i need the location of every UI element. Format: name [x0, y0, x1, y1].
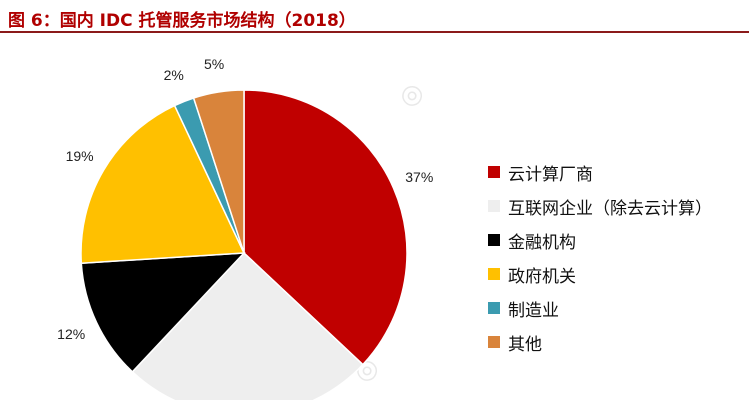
- legend-label: 云计算厂商: [508, 164, 593, 185]
- legend-item: 互联网企业（除去云计算）: [488, 189, 712, 223]
- legend-item: 金融机构: [488, 223, 712, 257]
- pie-data-label: 5%: [203, 56, 225, 73]
- legend-label: 政府机关: [508, 266, 576, 287]
- pie-data-label: 19%: [65, 147, 94, 164]
- pie-data-label: 37%: [405, 169, 434, 186]
- legend-swatch: [488, 166, 500, 178]
- pie-slice: [131, 251, 364, 400]
- legend-swatch: [488, 268, 500, 280]
- pie-data-label: 2%: [163, 67, 184, 84]
- legend-item: 云计算厂商: [488, 155, 712, 189]
- pie-slice: [80, 252, 246, 373]
- legend-item: 制造业: [488, 291, 712, 325]
- legend-label: 金融机构: [508, 232, 576, 253]
- legend-swatch: [488, 200, 500, 212]
- legend-label: 制造业: [508, 300, 559, 321]
- pie-slice: [192, 89, 245, 254]
- pie-slice: [243, 89, 408, 366]
- legend-item: 政府机关: [488, 257, 712, 291]
- chart-legend: 云计算厂商互联网企业（除去云计算） 金融机构政府机关制造业其他: [488, 155, 712, 359]
- legend-swatch: [488, 336, 500, 348]
- legend-swatch: [488, 302, 500, 314]
- legend-item: 其他: [488, 325, 712, 359]
- legend-label: 互联网企业（除去云计算）: [508, 198, 712, 219]
- pie-data-label: 12%: [57, 326, 86, 343]
- legend-swatch: [488, 234, 500, 246]
- pie-slice: [80, 104, 246, 265]
- figure-title: 图 6：国内 IDC 托管服务市场结构（2018）: [8, 11, 356, 31]
- legend-label: 其他: [508, 334, 542, 355]
- figure-header: 图 6：国内 IDC 托管服务市场结构（2018）: [0, 0, 749, 33]
